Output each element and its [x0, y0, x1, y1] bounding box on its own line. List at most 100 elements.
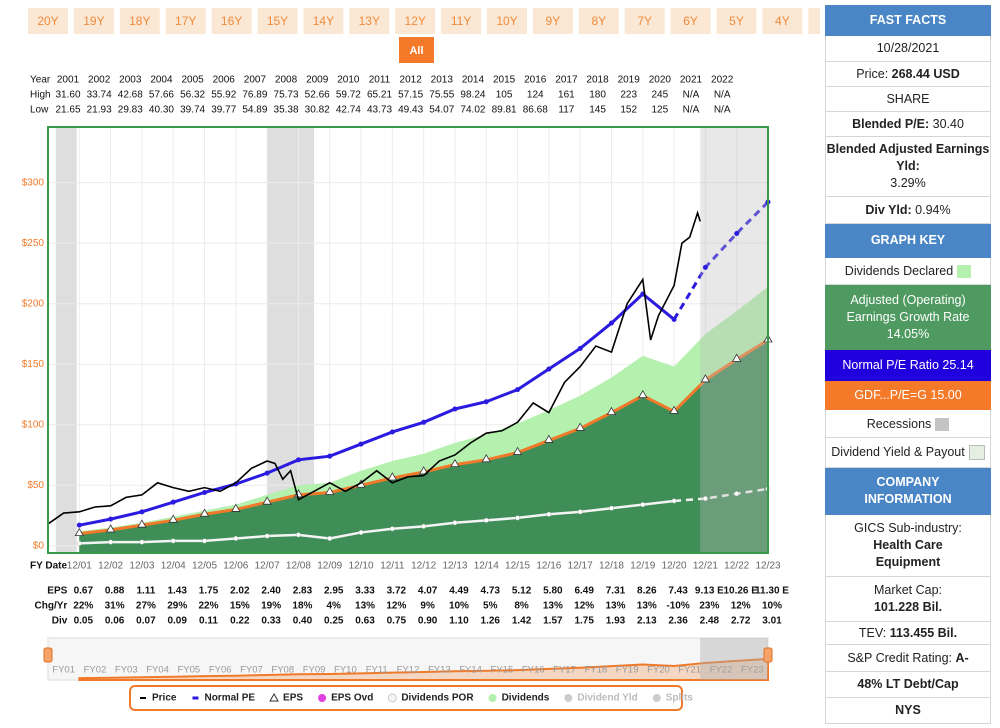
range-button[interactable] [716, 8, 757, 34]
swatch [957, 265, 972, 279]
fy-table-cell: 0.09 [167, 616, 187, 627]
year-table-cell: 76.89 [242, 90, 267, 101]
normal-pe-marker [671, 316, 677, 322]
label: Price: [856, 67, 889, 81]
fy-table-cell: 1.93 [606, 616, 626, 627]
year-table-cell: 2002 [88, 75, 111, 86]
navigator-label: FY08 [271, 665, 294, 676]
range-button[interactable] [487, 8, 527, 34]
normal-pe-marker [202, 489, 208, 495]
recession [267, 127, 315, 553]
dividend-marker [327, 536, 333, 541]
fy-table-cell: 13% [637, 601, 657, 612]
range-button-label: 8Y [591, 14, 606, 28]
y-tick-label: $100 [22, 419, 45, 430]
normal-pe-marker [358, 441, 364, 447]
eps-marker [262, 496, 272, 505]
range-button[interactable] [211, 8, 252, 34]
legend-label[interactable]: EPS [283, 693, 303, 704]
year-table-cell: 54.07 [429, 105, 454, 116]
navigator-label: FY17 [553, 665, 576, 676]
recession [55, 127, 77, 553]
x-tick-label: 12/03 [129, 561, 154, 572]
dividend-marker [202, 538, 207, 544]
range-button[interactable] [441, 8, 482, 34]
legend-label[interactable]: Splits [666, 693, 694, 704]
year-table-cell: 2020 [649, 75, 672, 86]
year-table-cell: 52.66 [305, 90, 330, 101]
fy-table-cell: 1.42 [512, 616, 532, 627]
fy-table-cell: 11.30 E [755, 586, 789, 597]
fy-table-cell: 4.07 [418, 586, 438, 597]
fy-label: FY Date [30, 561, 67, 572]
range-button[interactable] [624, 8, 665, 34]
navigator-handle[interactable] [763, 647, 773, 663]
dividend-marker [671, 498, 677, 504]
key-growth: Adjusted (Operating) Earnings Growth Rat… [825, 285, 991, 350]
navigator-label: FY19 [616, 665, 639, 676]
label: GICS Sub-industry: [854, 521, 962, 535]
x-tick-label: 12/14 [474, 561, 499, 572]
year-table-cell: 2009 [306, 75, 329, 86]
x-tick-label: 12/13 [442, 561, 467, 572]
navigator-handle[interactable] [43, 647, 53, 663]
fy-table-cell: 13% [355, 601, 375, 612]
value: 113.455 Bil. [889, 626, 958, 640]
eps-marker [231, 503, 241, 512]
year-table-cell: 75.55 [429, 90, 454, 101]
label: S&P Credit Rating: [847, 651, 952, 665]
year-table-cell: 55.92 [211, 90, 236, 101]
range-button[interactable] [119, 8, 160, 34]
range-button-label: 7Y [637, 14, 652, 28]
range-button[interactable] [349, 8, 390, 34]
range-button[interactable] [395, 8, 436, 34]
legend-label[interactable]: EPS Ovd [331, 693, 373, 704]
year-table-cell: 105 [496, 90, 513, 101]
range-button[interactable] [578, 8, 619, 34]
year-table-cell: 65.21 [367, 90, 392, 101]
eps-marker [168, 514, 178, 523]
range-button[interactable] [532, 8, 573, 34]
legend-label[interactable]: Dividends POR [401, 693, 474, 704]
fy-table-cell: 22% [199, 601, 219, 612]
fy-table-cell: 13% [605, 601, 625, 612]
fy-table-cell: 4% [327, 601, 342, 612]
range-button[interactable] [165, 8, 206, 34]
navigator-label: FY11 [366, 665, 388, 676]
range-button[interactable] [303, 8, 344, 34]
year-table-cell: N/A [714, 105, 731, 116]
label: Market Cap: [873, 583, 943, 597]
navigator-label: FY16 [522, 665, 545, 676]
y-tick-label: $150 [22, 359, 45, 370]
range-button[interactable] [257, 8, 298, 34]
dividend-marker [609, 505, 614, 511]
fy-table-cell: 19% [261, 601, 281, 612]
year-table-cell: 33.74 [87, 90, 112, 101]
dividend-marker [734, 491, 740, 497]
range-button[interactable] [808, 8, 820, 34]
legend-label[interactable]: Price [152, 693, 177, 704]
year-table-cell: 54.89 [242, 105, 267, 116]
range-button[interactable] [28, 8, 68, 34]
year-table-cell: 86.68 [523, 105, 548, 116]
year-table-cell: 2017 [555, 75, 578, 86]
legend-label[interactable]: Dividends [502, 693, 550, 704]
year-table-cell: 57.15 [398, 90, 423, 101]
range-button[interactable] [73, 8, 114, 34]
normal-pe-marker [608, 320, 614, 326]
range-button[interactable] [670, 8, 711, 34]
year-table-cell: 2010 [337, 75, 360, 86]
legend-label[interactable]: Dividend Yld [577, 693, 637, 704]
fy-table-cell: 29% [167, 601, 187, 612]
value: 3.29% [890, 176, 926, 190]
dividend-marker [577, 509, 583, 515]
legend-label[interactable]: Normal PE [204, 693, 255, 704]
dividend-marker [483, 517, 489, 523]
fy-table-cell: 0.75 [387, 616, 407, 627]
year-table-cell: 21.93 [87, 105, 112, 116]
dividend-marker [170, 538, 176, 544]
range-button[interactable] [762, 8, 803, 34]
fy-table-cell: 2.95 [324, 586, 344, 597]
year-table-cell: 117 [558, 105, 574, 116]
all-button[interactable] [399, 37, 434, 63]
